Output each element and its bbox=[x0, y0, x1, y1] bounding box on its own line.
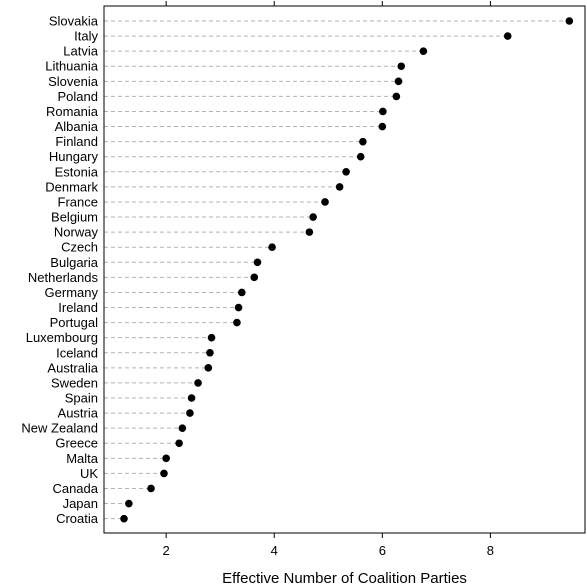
category-label-sweden: Sweden bbox=[51, 375, 98, 390]
x-tick-label-4: 4 bbox=[271, 543, 278, 558]
data-point-latvia bbox=[419, 47, 428, 55]
category-label-estonia: Estonia bbox=[55, 164, 99, 179]
x-axis-title: Effective Number of Coalition Parties bbox=[222, 570, 467, 587]
data-point-lithuania bbox=[397, 62, 406, 71]
data-point-slovenia bbox=[394, 77, 403, 86]
category-label-canada: Canada bbox=[52, 481, 98, 496]
data-point-netherlands bbox=[250, 273, 259, 282]
category-label-greece: Greece bbox=[55, 436, 98, 451]
category-label-belgium: Belgium bbox=[51, 210, 98, 225]
category-label-australia: Australia bbox=[47, 360, 98, 375]
category-label-slovenia: Slovenia bbox=[48, 74, 99, 89]
data-point-czech bbox=[268, 243, 276, 251]
category-label-italy: Italy bbox=[74, 29, 98, 44]
category-label-japan: Japan bbox=[63, 496, 98, 511]
category-label-czech: Czech bbox=[61, 240, 98, 255]
data-point-spain bbox=[187, 394, 196, 402]
data-point-sweden bbox=[194, 379, 202, 387]
data-point-portugal bbox=[233, 318, 241, 327]
x-tick-label-6: 6 bbox=[379, 543, 386, 558]
data-point-belgium bbox=[309, 213, 317, 221]
data-points bbox=[120, 17, 574, 523]
category-label-malta: Malta bbox=[66, 451, 99, 466]
category-labels: SlovakiaItalyLatviaLithuaniaSloveniaPola… bbox=[21, 14, 98, 527]
category-label-hungary: Hungary bbox=[49, 149, 99, 164]
data-point-iceland bbox=[206, 348, 214, 357]
category-label-france: France bbox=[58, 194, 98, 209]
category-label-poland: Poland bbox=[58, 89, 98, 104]
x-axis: 2 4 6 8 bbox=[163, 1, 494, 558]
category-label-new-zealand: New Zealand bbox=[21, 421, 98, 436]
data-point-australia bbox=[204, 364, 213, 372]
data-point-slovakia bbox=[565, 17, 574, 25]
data-point-croatia bbox=[120, 514, 128, 523]
category-label-spain: Spain bbox=[65, 391, 98, 406]
category-label-finland: Finland bbox=[55, 134, 98, 149]
data-point-denmark bbox=[335, 183, 344, 191]
data-point-romania bbox=[379, 107, 387, 116]
data-point-france bbox=[321, 198, 329, 206]
data-point-malta bbox=[162, 454, 170, 463]
category-label-slovakia: Slovakia bbox=[49, 14, 99, 29]
data-point-ireland bbox=[234, 303, 243, 312]
data-point-bulgaria bbox=[253, 258, 262, 267]
data-point-austria bbox=[186, 409, 194, 417]
category-label-netherlands: Netherlands bbox=[28, 270, 99, 285]
x-tick-label-2: 2 bbox=[163, 543, 170, 558]
data-point-estonia bbox=[342, 168, 350, 176]
category-label-romania: Romania bbox=[46, 104, 99, 119]
data-point-italy bbox=[503, 32, 512, 40]
data-point-germany bbox=[238, 288, 246, 297]
plot-frame bbox=[103, 5, 586, 534]
category-label-latvia: Latvia bbox=[63, 44, 98, 59]
data-point-canada bbox=[147, 484, 155, 493]
category-label-uk: UK bbox=[80, 466, 98, 481]
category-label-iceland: Iceland bbox=[56, 345, 98, 360]
data-point-uk bbox=[160, 469, 168, 478]
data-point-japan bbox=[125, 499, 133, 508]
data-point-finland bbox=[359, 137, 367, 146]
category-label-bulgaria: Bulgaria bbox=[50, 255, 98, 270]
category-label-lithuania: Lithuania bbox=[45, 59, 99, 74]
guide-lines bbox=[104, 20, 570, 520]
data-point-luxembourg bbox=[207, 333, 216, 342]
category-label-norway: Norway bbox=[54, 225, 99, 240]
data-point-hungary bbox=[356, 152, 365, 161]
category-label-denmark: Denmark bbox=[45, 179, 98, 194]
data-point-albania bbox=[378, 122, 387, 131]
data-point-greece bbox=[175, 439, 183, 448]
category-label-austria: Austria bbox=[58, 406, 99, 421]
category-label-albania: Albania bbox=[55, 119, 99, 134]
category-label-luxembourg: Luxembourg bbox=[26, 330, 98, 345]
category-label-croatia: Croatia bbox=[56, 511, 99, 526]
category-label-portugal: Portugal bbox=[50, 315, 99, 330]
category-label-germany: Germany bbox=[45, 285, 99, 300]
category-label-ireland: Ireland bbox=[58, 300, 98, 315]
x-tick-label-8: 8 bbox=[487, 543, 494, 558]
data-point-poland bbox=[392, 92, 401, 101]
data-point-new-zealand bbox=[178, 424, 187, 432]
data-point-norway bbox=[305, 228, 314, 236]
